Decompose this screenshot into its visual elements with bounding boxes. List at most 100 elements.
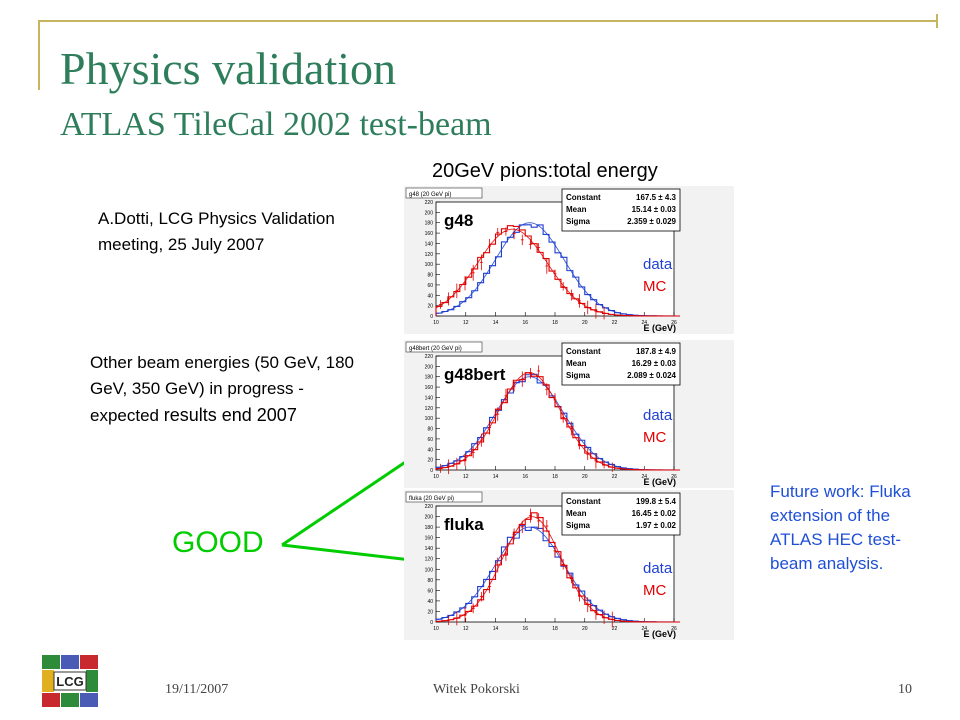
- x-tick-label: 14: [493, 474, 499, 480]
- x-tick-label: 12: [463, 320, 469, 326]
- x-tick-label: 16: [522, 320, 528, 326]
- y-tick-label: 120: [425, 557, 434, 563]
- stats-value: 1.97 ± 0.02: [636, 521, 677, 530]
- plot-panel-fluka: fluka (20 GeV pi) 0 20 40 60 80 100 120 140 160 18…: [404, 490, 734, 640]
- y-tick-label: 40: [427, 293, 433, 299]
- y-tick-label: 100: [425, 262, 434, 268]
- y-tick-label: 160: [425, 385, 434, 391]
- y-tick-label: 0: [430, 620, 433, 626]
- series-fit-mc: [435, 228, 673, 317]
- y-tick-label: 200: [425, 210, 434, 216]
- legend-mc-1: MC: [643, 278, 667, 295]
- y-tick-label: 180: [425, 375, 434, 381]
- frame-title: g48 (20 GeV pi): [409, 192, 451, 198]
- stats-name: Sigma: [566, 371, 591, 380]
- stats-value: 16.29 ± 0.03: [632, 359, 677, 368]
- x-tick-label: 14: [493, 626, 499, 632]
- slide-frame-left: [38, 20, 40, 90]
- reference-note: A.Dotti, LCG Physics Validation meeting,…: [98, 209, 335, 254]
- x-tick-label: 20: [582, 474, 588, 480]
- panel-label: g48: [444, 211, 473, 230]
- y-tick-label: 140: [425, 241, 434, 247]
- lcg-logo: LCG: [42, 655, 98, 707]
- slide-frame-tick: [936, 14, 938, 28]
- legend-mc-3: MC: [643, 582, 667, 599]
- x-tick-label: 10: [433, 626, 439, 632]
- x-axis-label: E (GeV): [643, 629, 676, 639]
- x-tick-label: 22: [612, 626, 618, 632]
- x-axis-label: E (GeV): [643, 477, 676, 487]
- plot-panel-g48: g48 (20 GeV pi) 0 20 40 60 80 100 120 140 160 180 2…: [404, 186, 734, 334]
- lcg-logo-text: LCG: [56, 674, 83, 689]
- y-tick-label: 60: [427, 283, 433, 289]
- legend-data-2: data: [643, 407, 673, 424]
- y-tick-label: 140: [425, 546, 434, 552]
- series-fit-mc: [435, 516, 673, 623]
- stats-box: [561, 188, 681, 232]
- stats-value: 167.5 ± 4.3: [636, 193, 677, 202]
- x-tick-label: 22: [612, 474, 618, 480]
- y-tick-label: 80: [427, 273, 433, 279]
- footer-page-number: 10: [898, 682, 912, 697]
- other-energies-note: Other beam energies (50 GeV, 180 GeV, 35…: [90, 350, 365, 429]
- stats-value: 187.8 ± 4.9: [636, 347, 677, 356]
- y-tick-label: 0: [430, 314, 433, 320]
- x-axis-label: E (GeV): [643, 323, 676, 333]
- future-work-note: Future work: Fluka extension of the ATLA…: [770, 482, 911, 573]
- other-energies-text: Other beam energies (50 GeV, 180 GeV, 35…: [90, 353, 354, 425]
- other-energies-results: results end 2007: [163, 405, 297, 425]
- good-label: GOOD: [172, 526, 264, 559]
- y-tick-label: 180: [425, 221, 434, 227]
- x-tick-label: 26: [671, 320, 677, 326]
- stats-name: Mean: [566, 205, 587, 214]
- slide-frame-top: [38, 20, 938, 22]
- x-tick-label: 24: [641, 626, 647, 632]
- legend-data-1: data: [643, 256, 673, 273]
- x-tick-label: 12: [463, 474, 469, 480]
- x-tick-label: 10: [433, 320, 439, 326]
- frame-title-box: [405, 491, 483, 503]
- plot-panel-g48bert: g48bert (20 GeV pi) 0 20 40 60 80 100 120 140 160…: [404, 340, 734, 488]
- legend-data-3: data: [643, 560, 673, 577]
- y-tick-label: 60: [427, 588, 433, 594]
- series-fit-data: [435, 526, 673, 623]
- frame-title: g48bert (20 GeV pi): [409, 346, 462, 352]
- stats-name: Sigma: [566, 217, 591, 226]
- series-fit-data: [435, 222, 673, 317]
- stats-box: [561, 492, 681, 536]
- y-tick-label: 40: [427, 599, 433, 605]
- x-tick-label: 16: [522, 626, 528, 632]
- y-tick-label: 160: [425, 536, 434, 542]
- x-tick-label: 20: [582, 626, 588, 632]
- slide-title: Physics validation: [60, 43, 397, 94]
- x-tick-label: 16: [522, 474, 528, 480]
- x-tick-label: 18: [552, 626, 558, 632]
- panel-label: fluka: [444, 515, 484, 534]
- slide-subtitle: ATLAS TileCal 2002 test-beam: [60, 106, 492, 143]
- stats-value: 199.8 ± 5.4: [636, 497, 677, 506]
- x-tick-label: 24: [641, 320, 647, 326]
- y-tick-label: 140: [425, 395, 434, 401]
- plot-heading: 20GeV pions:total energy: [432, 160, 658, 182]
- y-tick-label: 100: [425, 416, 434, 422]
- y-tick-label: 80: [427, 427, 433, 433]
- stats-value: 2.359 ± 0.029: [627, 217, 676, 226]
- stats-value: 2.089 ± 0.024: [627, 371, 676, 380]
- y-tick-label: 20: [427, 304, 433, 310]
- y-tick-label: 200: [425, 364, 434, 370]
- frame-title-box: [405, 341, 483, 353]
- x-tick-label: 14: [493, 320, 499, 326]
- stats-name: Constant: [566, 193, 601, 202]
- y-tick-label: 180: [425, 525, 434, 531]
- panel-label: g48bert: [444, 365, 506, 384]
- y-tick-label: 20: [427, 609, 433, 615]
- y-tick-label: 120: [425, 406, 434, 412]
- x-tick-label: 18: [552, 474, 558, 480]
- series-fit-mc: [435, 372, 673, 471]
- y-tick-label: 60: [427, 437, 433, 443]
- stats-name: Constant: [566, 347, 601, 356]
- stats-name: Constant: [566, 497, 601, 506]
- y-tick-label: 220: [425, 354, 434, 360]
- y-tick-label: 100: [425, 567, 434, 573]
- x-tick-label: 24: [641, 474, 647, 480]
